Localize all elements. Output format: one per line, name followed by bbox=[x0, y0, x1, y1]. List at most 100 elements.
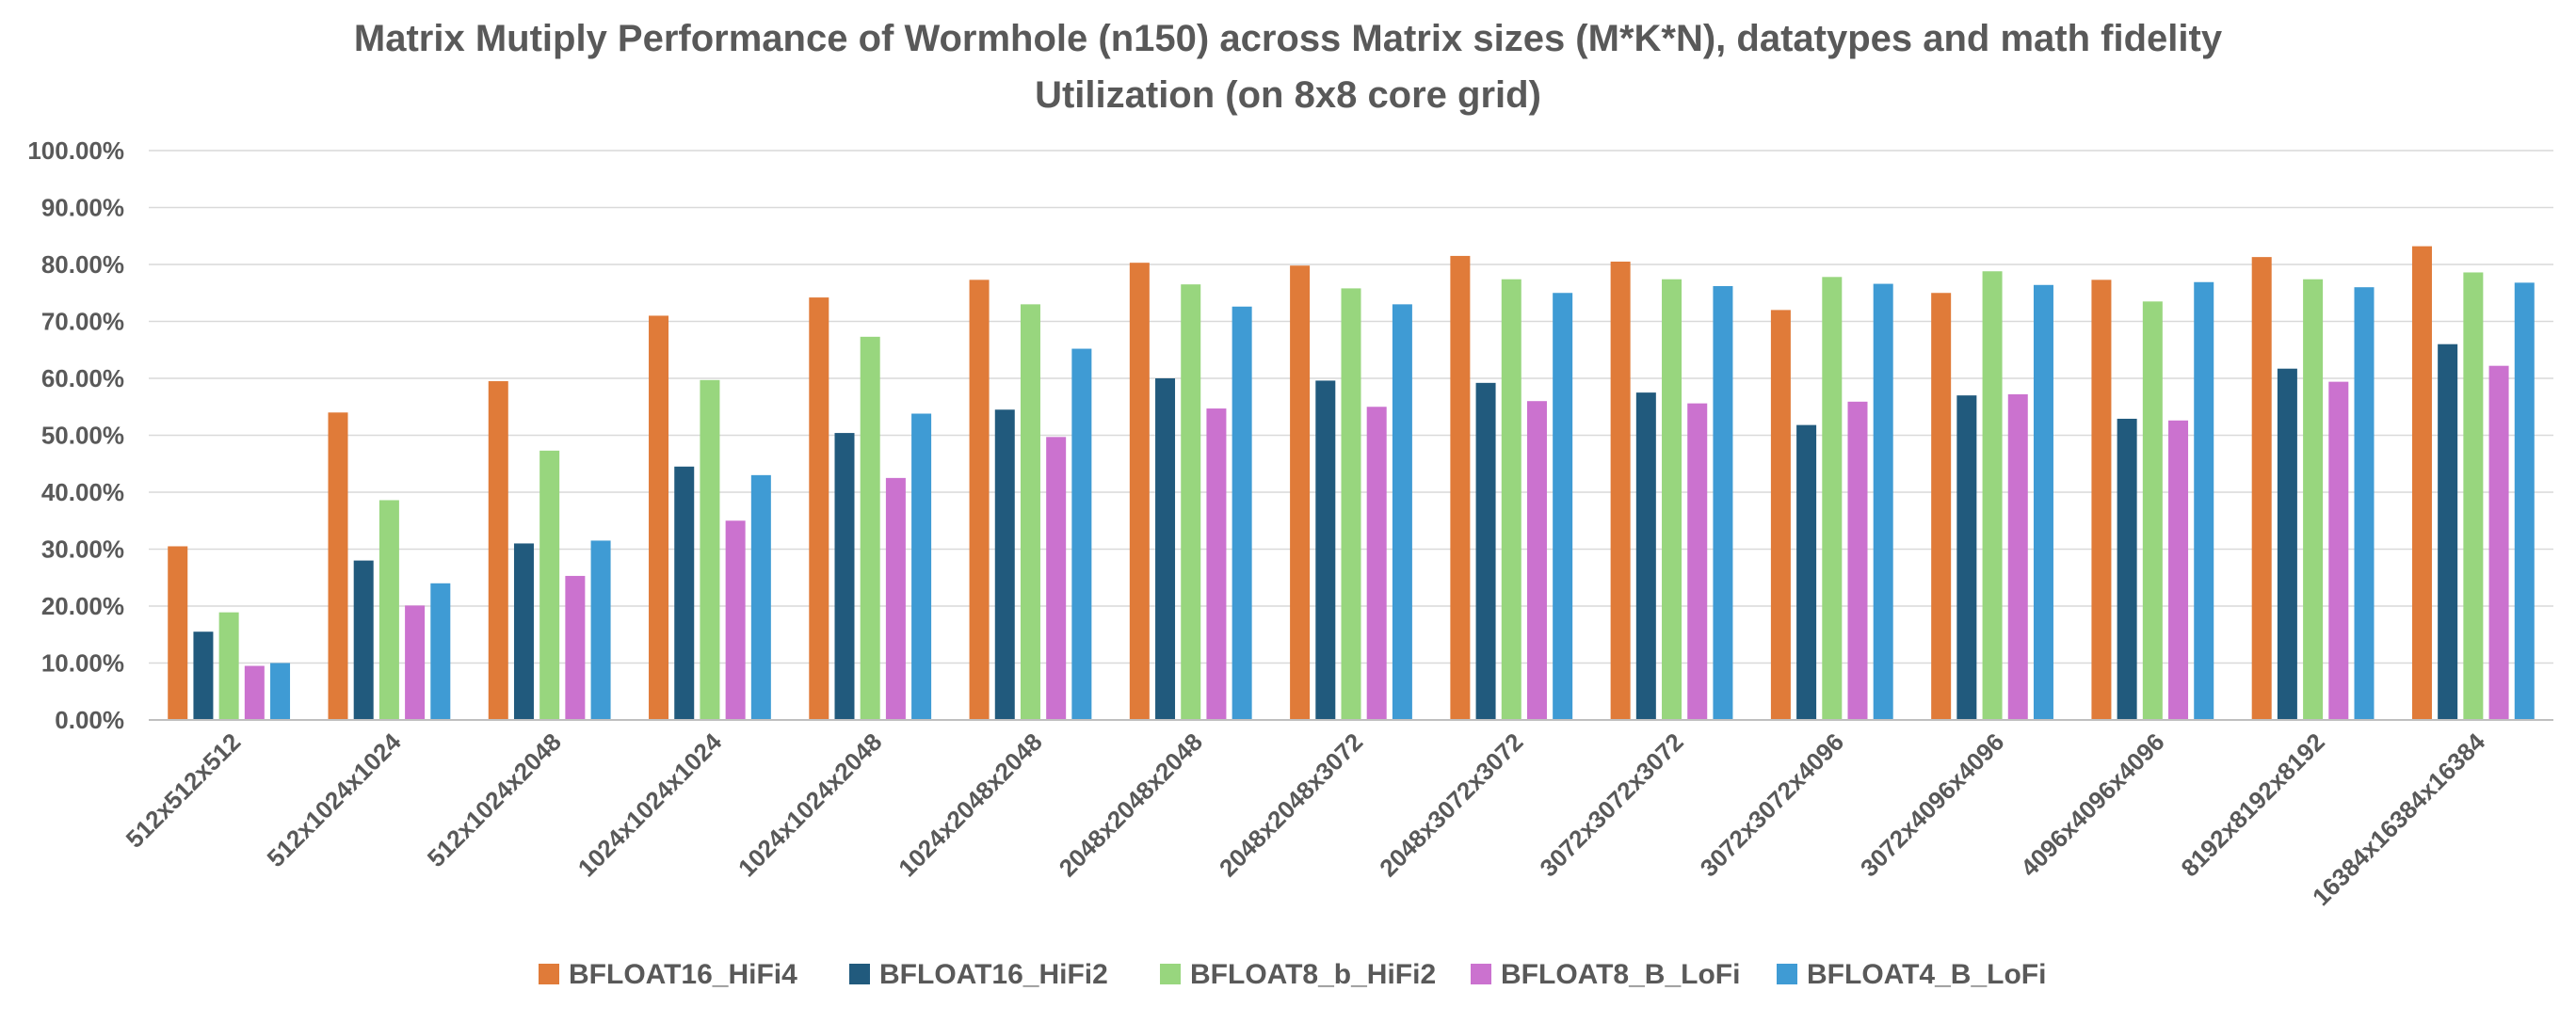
bar bbox=[1392, 304, 1412, 720]
bar bbox=[860, 336, 880, 720]
legend-swatch bbox=[1777, 964, 1797, 984]
bar bbox=[2033, 284, 2053, 720]
bar bbox=[1071, 348, 1092, 720]
bar bbox=[1129, 263, 1150, 720]
y-tick-label: 100.00% bbox=[27, 136, 124, 165]
y-tick-label: 50.00% bbox=[41, 422, 124, 450]
bar bbox=[1475, 382, 1496, 720]
bar bbox=[674, 466, 695, 720]
legend-label: BFLOAT8_b_HiFi2 bbox=[1190, 959, 1436, 990]
bar bbox=[1931, 293, 1952, 720]
legend-swatch bbox=[1160, 964, 1181, 984]
bar bbox=[1315, 380, 1336, 720]
legend-label: BFLOAT8_B_LoFi bbox=[1501, 959, 1740, 990]
bar bbox=[1206, 408, 1227, 720]
bar bbox=[700, 379, 720, 720]
bar bbox=[969, 280, 990, 720]
bar bbox=[1770, 310, 1791, 720]
bar bbox=[1232, 306, 1252, 720]
legend-item: BFLOAT8_B_LoFi bbox=[1471, 959, 1740, 990]
bar bbox=[994, 409, 1015, 720]
bar bbox=[2438, 344, 2458, 720]
bar bbox=[2354, 287, 2375, 720]
legend-item: BFLOAT16_HiFi2 bbox=[849, 959, 1108, 990]
bar bbox=[590, 540, 611, 720]
bar bbox=[539, 450, 560, 720]
bar bbox=[2463, 272, 2484, 720]
legend-item: BFLOAT4_B_LoFi bbox=[1777, 959, 2046, 990]
bar bbox=[1155, 378, 1176, 720]
bar bbox=[1713, 285, 1733, 720]
y-tick-label: 80.00% bbox=[41, 250, 124, 279]
bar bbox=[2007, 393, 2028, 720]
bar bbox=[911, 413, 932, 720]
bar bbox=[2117, 418, 2137, 720]
bar bbox=[1450, 255, 1471, 720]
chart-title: Matrix Mutiply Performance of Wormhole (… bbox=[354, 18, 2223, 59]
bar bbox=[2251, 257, 2272, 720]
bar bbox=[168, 546, 188, 720]
x-tick-label: 8192x8192x8192 bbox=[2175, 727, 2329, 882]
y-tick-label: 40.00% bbox=[41, 478, 124, 506]
bar bbox=[1982, 271, 2003, 720]
x-axis: 512x512x512 512x1024x1024 512x1024x2048 102… bbox=[121, 727, 2491, 911]
bar bbox=[1501, 279, 1521, 720]
legend-swatch bbox=[849, 964, 870, 984]
bar bbox=[809, 297, 829, 720]
bar bbox=[885, 477, 906, 720]
y-axis: 0.00% 10.00% 20.00% 30.00% 40.00% 50.00% 60.00… bbox=[27, 136, 124, 734]
bar bbox=[2142, 301, 2163, 720]
bar bbox=[1687, 403, 1708, 720]
bar bbox=[1553, 293, 1573, 720]
bar bbox=[1526, 401, 1547, 720]
bar bbox=[193, 631, 214, 720]
x-tick-label: 2048x2048x2048 bbox=[1054, 727, 1208, 882]
x-tick-label: 16384x16384x16384 bbox=[2307, 727, 2490, 911]
bar bbox=[1046, 437, 1067, 720]
bar bbox=[2411, 246, 2432, 720]
bar bbox=[2091, 280, 2112, 720]
bar bbox=[1341, 288, 1361, 720]
bar bbox=[488, 381, 508, 720]
x-tick-label: 512x1024x1024 bbox=[262, 727, 408, 873]
legend-item: BFLOAT16_HiFi4 bbox=[539, 959, 797, 990]
y-tick-label: 10.00% bbox=[41, 649, 124, 678]
bar bbox=[353, 560, 374, 720]
bar bbox=[1662, 279, 1682, 720]
x-tick-label: 1024x2048x2048 bbox=[893, 727, 1047, 882]
bar bbox=[1181, 284, 1201, 720]
bar bbox=[2488, 365, 2509, 720]
bar bbox=[405, 605, 426, 720]
bar bbox=[1873, 283, 1893, 720]
bar bbox=[2168, 420, 2189, 720]
x-tick-label: 4096x4096x4096 bbox=[2015, 727, 2169, 882]
bar bbox=[1020, 304, 1040, 720]
bar bbox=[565, 575, 586, 720]
bar bbox=[270, 663, 291, 720]
legend: BFLOAT16_HiFi4 BFLOAT16_HiFi2 BFLOAT8_b_Hi… bbox=[539, 959, 2046, 990]
bar bbox=[1290, 265, 1311, 720]
bar bbox=[218, 612, 239, 720]
x-tick-label: 1024x1024x2048 bbox=[733, 727, 887, 882]
bar bbox=[513, 543, 534, 720]
y-tick-label: 30.00% bbox=[41, 535, 124, 564]
bar bbox=[430, 583, 451, 720]
x-tick-label: 2048x2048x3072 bbox=[1214, 727, 1368, 882]
x-tick-label: 512x1024x2048 bbox=[422, 727, 567, 872]
y-tick-label: 90.00% bbox=[41, 194, 124, 222]
bar bbox=[1610, 261, 1631, 720]
x-tick-label: 1024x1024x1024 bbox=[572, 727, 728, 883]
bar bbox=[1796, 424, 1817, 720]
x-tick-label: 3072x4096x4096 bbox=[1855, 727, 2009, 882]
chart-subtitle: Utilization (on 8x8 core grid) bbox=[1035, 74, 1541, 116]
y-tick-label: 0.00% bbox=[55, 706, 124, 734]
bar bbox=[2514, 282, 2535, 720]
bar bbox=[1822, 277, 1843, 720]
x-tick-label: 3072x3072x4096 bbox=[1695, 727, 1849, 882]
legend-item: BFLOAT8_b_HiFi2 bbox=[1160, 959, 1436, 990]
bar bbox=[649, 315, 669, 720]
bar bbox=[2303, 279, 2324, 720]
bar bbox=[2328, 381, 2349, 720]
